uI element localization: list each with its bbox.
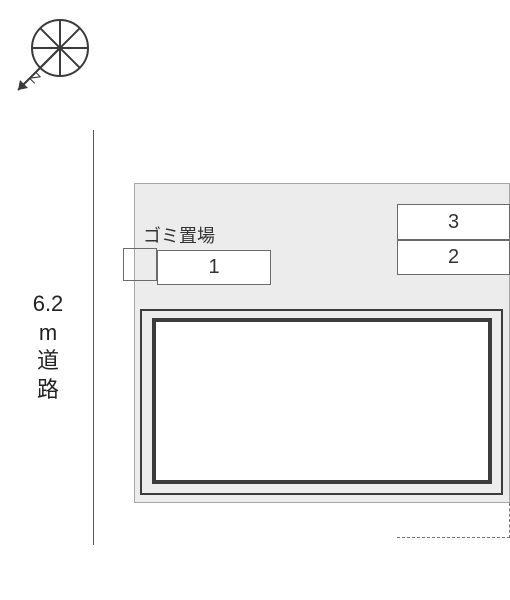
parking-slot-1: 1 bbox=[157, 250, 271, 285]
building-outline-inner bbox=[152, 318, 492, 484]
compass-north-label: Z bbox=[26, 69, 44, 87]
lot-dashed-extension bbox=[397, 503, 510, 538]
parking-slot-3: 3 bbox=[397, 204, 510, 240]
parking-slot-2-label: 2 bbox=[448, 246, 459, 269]
compass-icon: Z bbox=[0, 0, 120, 120]
trash-area-box bbox=[123, 248, 157, 281]
parking-slot-3-label: 3 bbox=[448, 211, 459, 234]
road-width-label: 6.2 m 道 路 bbox=[28, 290, 68, 404]
site-plan-diagram: Z 6.2 m 道 路 ゴミ置場 1 2 3 bbox=[0, 0, 510, 600]
road-edge-line bbox=[93, 130, 94, 545]
parking-slot-1-label: 1 bbox=[208, 256, 219, 279]
parking-slot-2: 2 bbox=[397, 240, 510, 275]
trash-area-label: ゴミ置場 bbox=[143, 222, 215, 248]
